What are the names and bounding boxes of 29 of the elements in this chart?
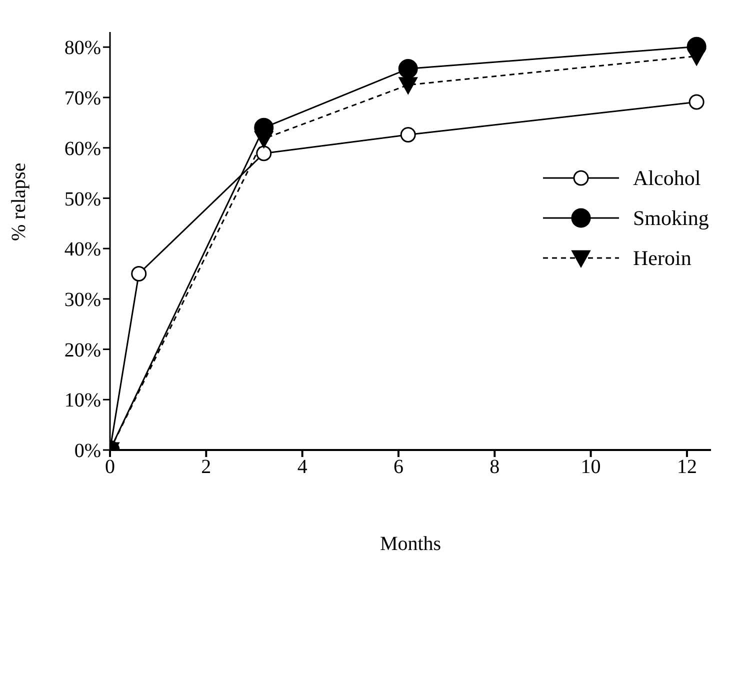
point xyxy=(688,94,704,110)
y-tick-label: 60% xyxy=(64,138,101,160)
y-tick-label: 80% xyxy=(64,37,101,60)
x-tick-label: 12 xyxy=(676,456,697,478)
legend-label: Smoking xyxy=(633,206,709,230)
x-tick-label: 10 xyxy=(580,456,601,478)
y-tick-label: 50% xyxy=(64,188,101,210)
y-tick-label: 0% xyxy=(74,440,101,462)
point xyxy=(687,48,706,66)
legend-label: Alcohol xyxy=(633,166,701,190)
point xyxy=(400,126,416,142)
x-tick-label: 8 xyxy=(490,456,500,478)
point xyxy=(131,266,147,282)
x-tick-label: 4 xyxy=(297,456,308,478)
point xyxy=(398,59,418,79)
y-tick-label: 40% xyxy=(64,238,101,261)
point xyxy=(254,131,274,148)
point xyxy=(256,146,272,162)
y-tick-label: 20% xyxy=(64,339,101,362)
x-axis-title: Months xyxy=(380,533,442,555)
y-tick-label: 70% xyxy=(64,88,101,110)
x-tick-label: 2 xyxy=(201,456,212,478)
y-tick-label: 10% xyxy=(64,390,101,412)
y-axis-title: % relapse xyxy=(8,162,30,241)
point xyxy=(398,77,418,94)
x-tick-label: 6 xyxy=(393,456,404,478)
legend-label: Heroin xyxy=(633,246,692,270)
y-tick-label: 30% xyxy=(64,289,101,312)
x-tick-label: 0 xyxy=(105,456,115,478)
